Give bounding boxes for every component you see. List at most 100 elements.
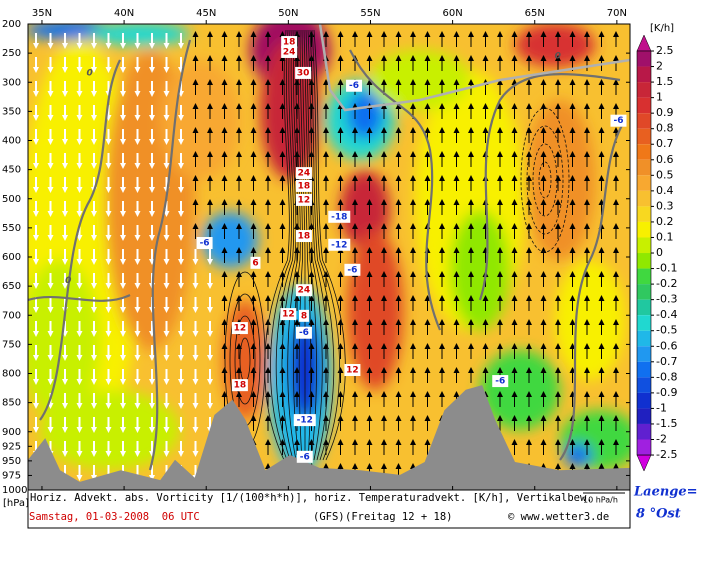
- vertical-motion-arrow: [91, 57, 97, 73]
- arrow-head: [511, 295, 518, 301]
- vertical-motion-arrow: [265, 367, 271, 383]
- arrow-head: [149, 475, 155, 481]
- arrow-head: [178, 427, 184, 433]
- arrow-head: [47, 259, 54, 265]
- vertical-motion-arrow: [540, 367, 547, 383]
- vertical-motion-arrow: [584, 415, 590, 431]
- arrow-head: [178, 115, 184, 121]
- arrow-head: [221, 175, 228, 181]
- colorbar-label: 0.8: [656, 122, 674, 135]
- vertical-motion-arrow: [265, 295, 271, 311]
- colorbar-band: [637, 82, 651, 98]
- arrow-head: [91, 139, 97, 145]
- colorbar-label: 0.3: [656, 199, 674, 212]
- vertical-motion-arrow: [569, 151, 576, 167]
- vertical-motion-arrow: [105, 57, 112, 73]
- vertical-motion-arrow: [207, 297, 213, 313]
- contour-label: 0: [86, 68, 92, 78]
- arrow-head: [221, 223, 228, 229]
- contour-label-box: [231, 379, 248, 392]
- vertical-motion-arrow: [163, 129, 170, 145]
- vertical-motion-arrow: [424, 367, 431, 383]
- arrow-head: [352, 175, 358, 181]
- vertical-motion-arrow: [33, 297, 39, 313]
- arrow-head: [526, 79, 532, 85]
- arrow-head: [192, 31, 199, 37]
- vertical-motion-arrow: [178, 129, 184, 145]
- vertical-motion-arrow: [410, 295, 416, 311]
- vertical-motion-arrow: [134, 249, 141, 265]
- vertical-motion-arrow: [569, 103, 576, 119]
- colorbar-label: -2.5: [656, 448, 677, 461]
- arrow-head: [352, 391, 358, 397]
- arrow-head: [76, 451, 83, 457]
- arrow-head: [91, 163, 97, 169]
- arrow-head: [497, 151, 503, 157]
- arrow-head: [207, 31, 213, 37]
- arrow-head: [511, 55, 518, 61]
- arrow-head: [497, 271, 503, 277]
- vertical-motion-arrow: [120, 33, 126, 49]
- contour-label: 24: [298, 286, 311, 296]
- contour-label: -12: [297, 416, 313, 426]
- arrow-head: [250, 223, 257, 229]
- arrow-head: [453, 295, 460, 301]
- arrow-head: [497, 199, 503, 205]
- arrow-head: [598, 271, 605, 277]
- vertical-motion-arrow: [47, 297, 54, 313]
- vertical-motion-arrow: [134, 201, 141, 217]
- arrow-head: [526, 103, 532, 109]
- vertical-motion-arrow: [613, 31, 619, 47]
- arrow-head: [511, 439, 518, 445]
- vertical-motion-arrow: [598, 391, 605, 407]
- vertical-motion-arrow: [453, 223, 460, 239]
- vertical-motion-arrow: [453, 343, 460, 359]
- colorbar-label: -0.4: [656, 308, 677, 321]
- vertical-motion-arrow: [76, 177, 83, 193]
- vertical-motion-arrow: [453, 175, 460, 191]
- vertical-motion-arrow: [381, 271, 387, 287]
- colorbar-label: 2.5: [656, 44, 674, 57]
- vertical-motion-arrow: [366, 55, 373, 71]
- vorticity-contour: [313, 29, 346, 461]
- arrow-head: [482, 103, 489, 109]
- arrow-head: [76, 331, 83, 337]
- vertical-motion-arrow: [178, 273, 184, 289]
- arrow-head: [453, 175, 460, 181]
- vertical-motion-arrow: [62, 225, 68, 241]
- vertical-motion-arrow: [395, 199, 402, 215]
- arrow-head: [265, 175, 271, 181]
- vertical-motion-arrow: [62, 57, 68, 73]
- arrow-head: [540, 103, 547, 109]
- vertical-motion-arrow: [555, 175, 561, 191]
- vertical-motion-arrow: [410, 199, 416, 215]
- colorbar-label: 2: [656, 60, 663, 73]
- vertical-motion-arrow: [91, 249, 97, 265]
- arrow-head: [76, 91, 83, 97]
- vertical-motion-arrow: [453, 367, 460, 383]
- arrow-head: [584, 271, 590, 277]
- vertical-motion-arrow: [511, 295, 518, 311]
- arrow-head: [424, 55, 431, 61]
- vertical-motion-arrow: [91, 33, 97, 49]
- arrow-head: [120, 115, 126, 121]
- arrow-head: [613, 55, 619, 61]
- arrow-head: [33, 163, 39, 169]
- vertical-motion-arrow: [395, 31, 402, 47]
- vertical-motion-arrow: [279, 55, 286, 71]
- vertical-motion-arrow: [120, 201, 126, 217]
- arrow-head: [366, 391, 373, 397]
- x-tick-label: 50N: [278, 8, 298, 19]
- vertical-motion-arrow: [410, 271, 416, 287]
- arrow-head: [105, 67, 112, 73]
- colorbar-band: [637, 439, 651, 456]
- colorbar-band: [637, 190, 651, 207]
- vertical-motion-arrow: [250, 295, 257, 311]
- arrow-head: [584, 463, 590, 469]
- arrow-head: [366, 31, 373, 37]
- arrow-head: [149, 379, 155, 385]
- vertical-motion-arrow: [105, 441, 112, 457]
- vertical-motion-arrow: [149, 225, 155, 241]
- vertical-motion-arrow: [250, 319, 257, 335]
- vertical-motion-arrow: [569, 247, 576, 263]
